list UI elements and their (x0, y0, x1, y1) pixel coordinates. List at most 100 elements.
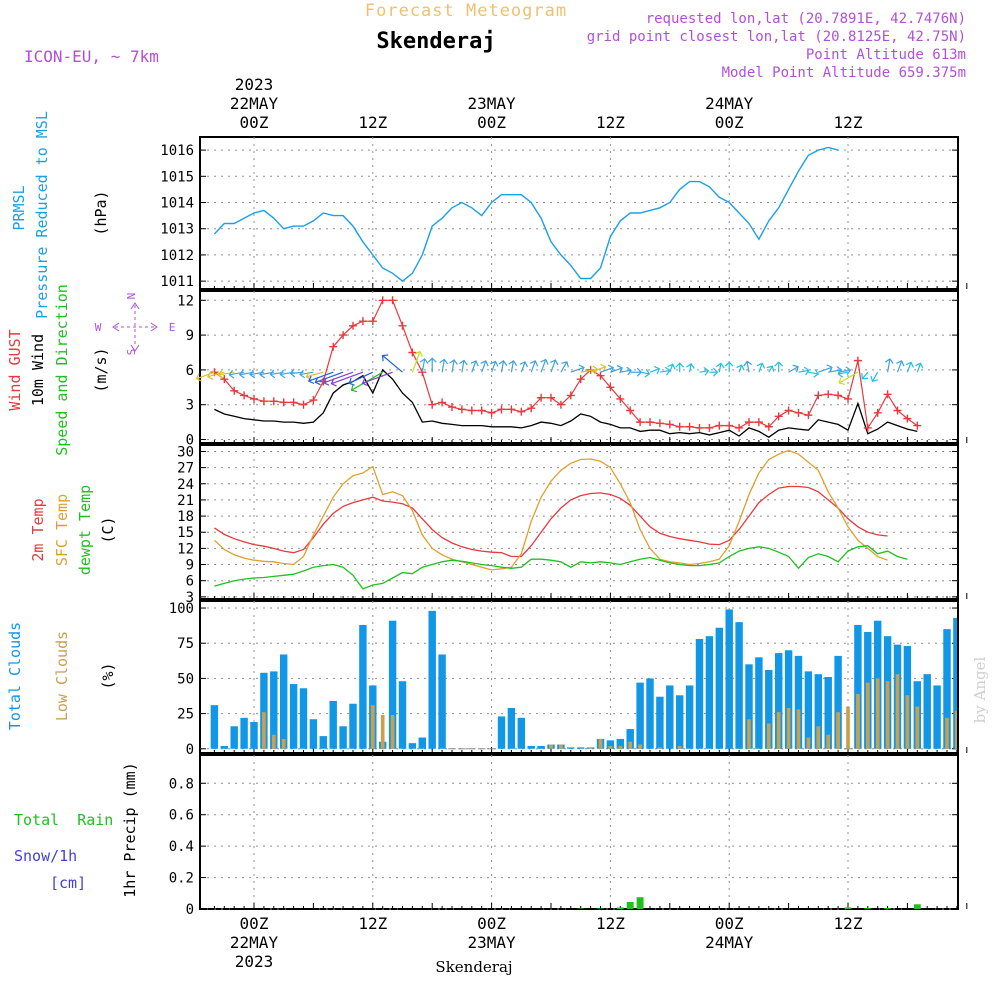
compass-n: N (125, 293, 138, 300)
low-clouds-label: Low Clouds (53, 631, 71, 721)
low-cloud-bar (865, 682, 870, 749)
total-cloud-bar (408, 743, 417, 749)
ytick-label: 15 (177, 525, 194, 541)
gust-marker (814, 391, 823, 400)
total-cloud-bar (388, 620, 397, 749)
ytick-label: 3 (186, 398, 194, 414)
wind-arrow (871, 371, 879, 382)
gust-marker (873, 408, 882, 417)
wind-arrow-head (667, 363, 676, 370)
total-cloud-bar (250, 722, 258, 749)
wind-arrow-head (299, 369, 306, 379)
wind-arrow (481, 360, 487, 373)
wind-arrow-head (736, 364, 745, 371)
total-cloud-bar (824, 677, 832, 749)
low-cloud-bar (955, 710, 957, 749)
wind-arrow-head (470, 360, 479, 367)
gust-marker (853, 356, 862, 365)
low-cloud-bar (608, 745, 613, 749)
pressure-line (213, 146, 839, 282)
rain-bar (844, 907, 852, 909)
app-title: Forecast Meteogram (365, 1, 567, 21)
time-label: 00Z (477, 914, 506, 933)
compass-rose (112, 302, 158, 352)
gust-marker (537, 393, 546, 402)
total-cloud-bar (685, 685, 694, 749)
total-cloud-bar (735, 622, 743, 749)
wind-arrow-head (269, 369, 276, 379)
ytick-label: 0.2 (169, 871, 194, 887)
temp-sfc-label: SFC Temp (53, 494, 71, 566)
wind-arrow (300, 371, 314, 376)
total-cloud-bar (705, 636, 714, 749)
total-cloud-bar (765, 669, 773, 749)
wind-arrow (590, 366, 606, 373)
wind-arrow-head (427, 357, 437, 363)
gust-marker (794, 408, 803, 417)
wind-arrow-head (861, 373, 869, 380)
ytick-label: 25 (177, 707, 194, 723)
ytick-label: 18 (177, 509, 194, 525)
ytick-label: 3 (186, 590, 194, 606)
wind-arrow-head (915, 362, 924, 369)
temp-dewpt-label: dewpt Temp (76, 485, 94, 575)
wind-arrow-head (439, 358, 449, 365)
total-cloud-bar (349, 703, 357, 749)
low-cloud-bar (549, 744, 553, 749)
wind-arrow (649, 368, 660, 373)
wind-arrow-head (578, 364, 585, 373)
gust-marker (913, 421, 922, 430)
total-cloud-bar (220, 745, 229, 749)
time-label: 00Z (240, 914, 269, 933)
wind-arrow-head (561, 361, 569, 368)
gust-marker (655, 419, 664, 428)
wind-arrow (699, 370, 709, 373)
wind-arrow (768, 365, 773, 373)
temp-unit: (C) (99, 516, 117, 543)
gust-marker (606, 383, 615, 392)
wind-arrow (718, 363, 722, 373)
wind-arrow-head (249, 369, 256, 379)
wind-arrow-head (195, 373, 202, 382)
wind-arrow-head (715, 362, 725, 369)
ytick-label: 6 (186, 363, 194, 379)
panel-precip: 0 0.2 0.4 0.6 0.8 (169, 754, 968, 918)
gust-marker (477, 406, 486, 415)
wind-arrow (689, 363, 692, 373)
rain-bar (626, 901, 634, 909)
wind-arrow (861, 371, 869, 380)
wind-arrow-head (217, 370, 224, 379)
ytick-label: 1012 (160, 248, 194, 264)
wind-arrow-head (884, 358, 894, 364)
wind-arrow-head (480, 360, 489, 367)
wind-arrow (441, 359, 445, 373)
wind-arrow (306, 371, 324, 378)
gust-marker (675, 422, 684, 431)
low-cloud-bar (677, 745, 682, 749)
wind-arrow-head (414, 350, 423, 357)
model-altitude: Model Point Altitude 659.375m (722, 65, 966, 81)
gust-marker (230, 386, 239, 395)
gust-marker (764, 422, 773, 431)
wind-arrow (471, 360, 477, 373)
point-altitude: Point Altitude 613m (806, 47, 966, 63)
total-cloud-bar (497, 716, 506, 749)
gust-marker (596, 371, 605, 380)
wind-arrow (916, 363, 922, 373)
time-label: 00Z (715, 113, 744, 132)
wind-arrow (838, 371, 859, 384)
time-label: 00Z (715, 914, 744, 933)
panel-clouds: 0 25 50 75 100 (169, 600, 968, 758)
low-cloud-bar (618, 745, 623, 749)
ytick-label: 0.8 (169, 776, 194, 792)
ytick-label: 12 (177, 541, 194, 557)
gust-marker (824, 390, 833, 399)
gust-marker (507, 405, 516, 414)
wind-arrow-head (330, 378, 337, 387)
wind-arrow-head (664, 366, 671, 376)
wind-dir-label: Speed and Direction (53, 284, 71, 456)
precip-labels: Total Rain Snow/1h [cm] 1hr Precip (mm) (14, 762, 139, 897)
low-cloud-bar (786, 707, 791, 749)
